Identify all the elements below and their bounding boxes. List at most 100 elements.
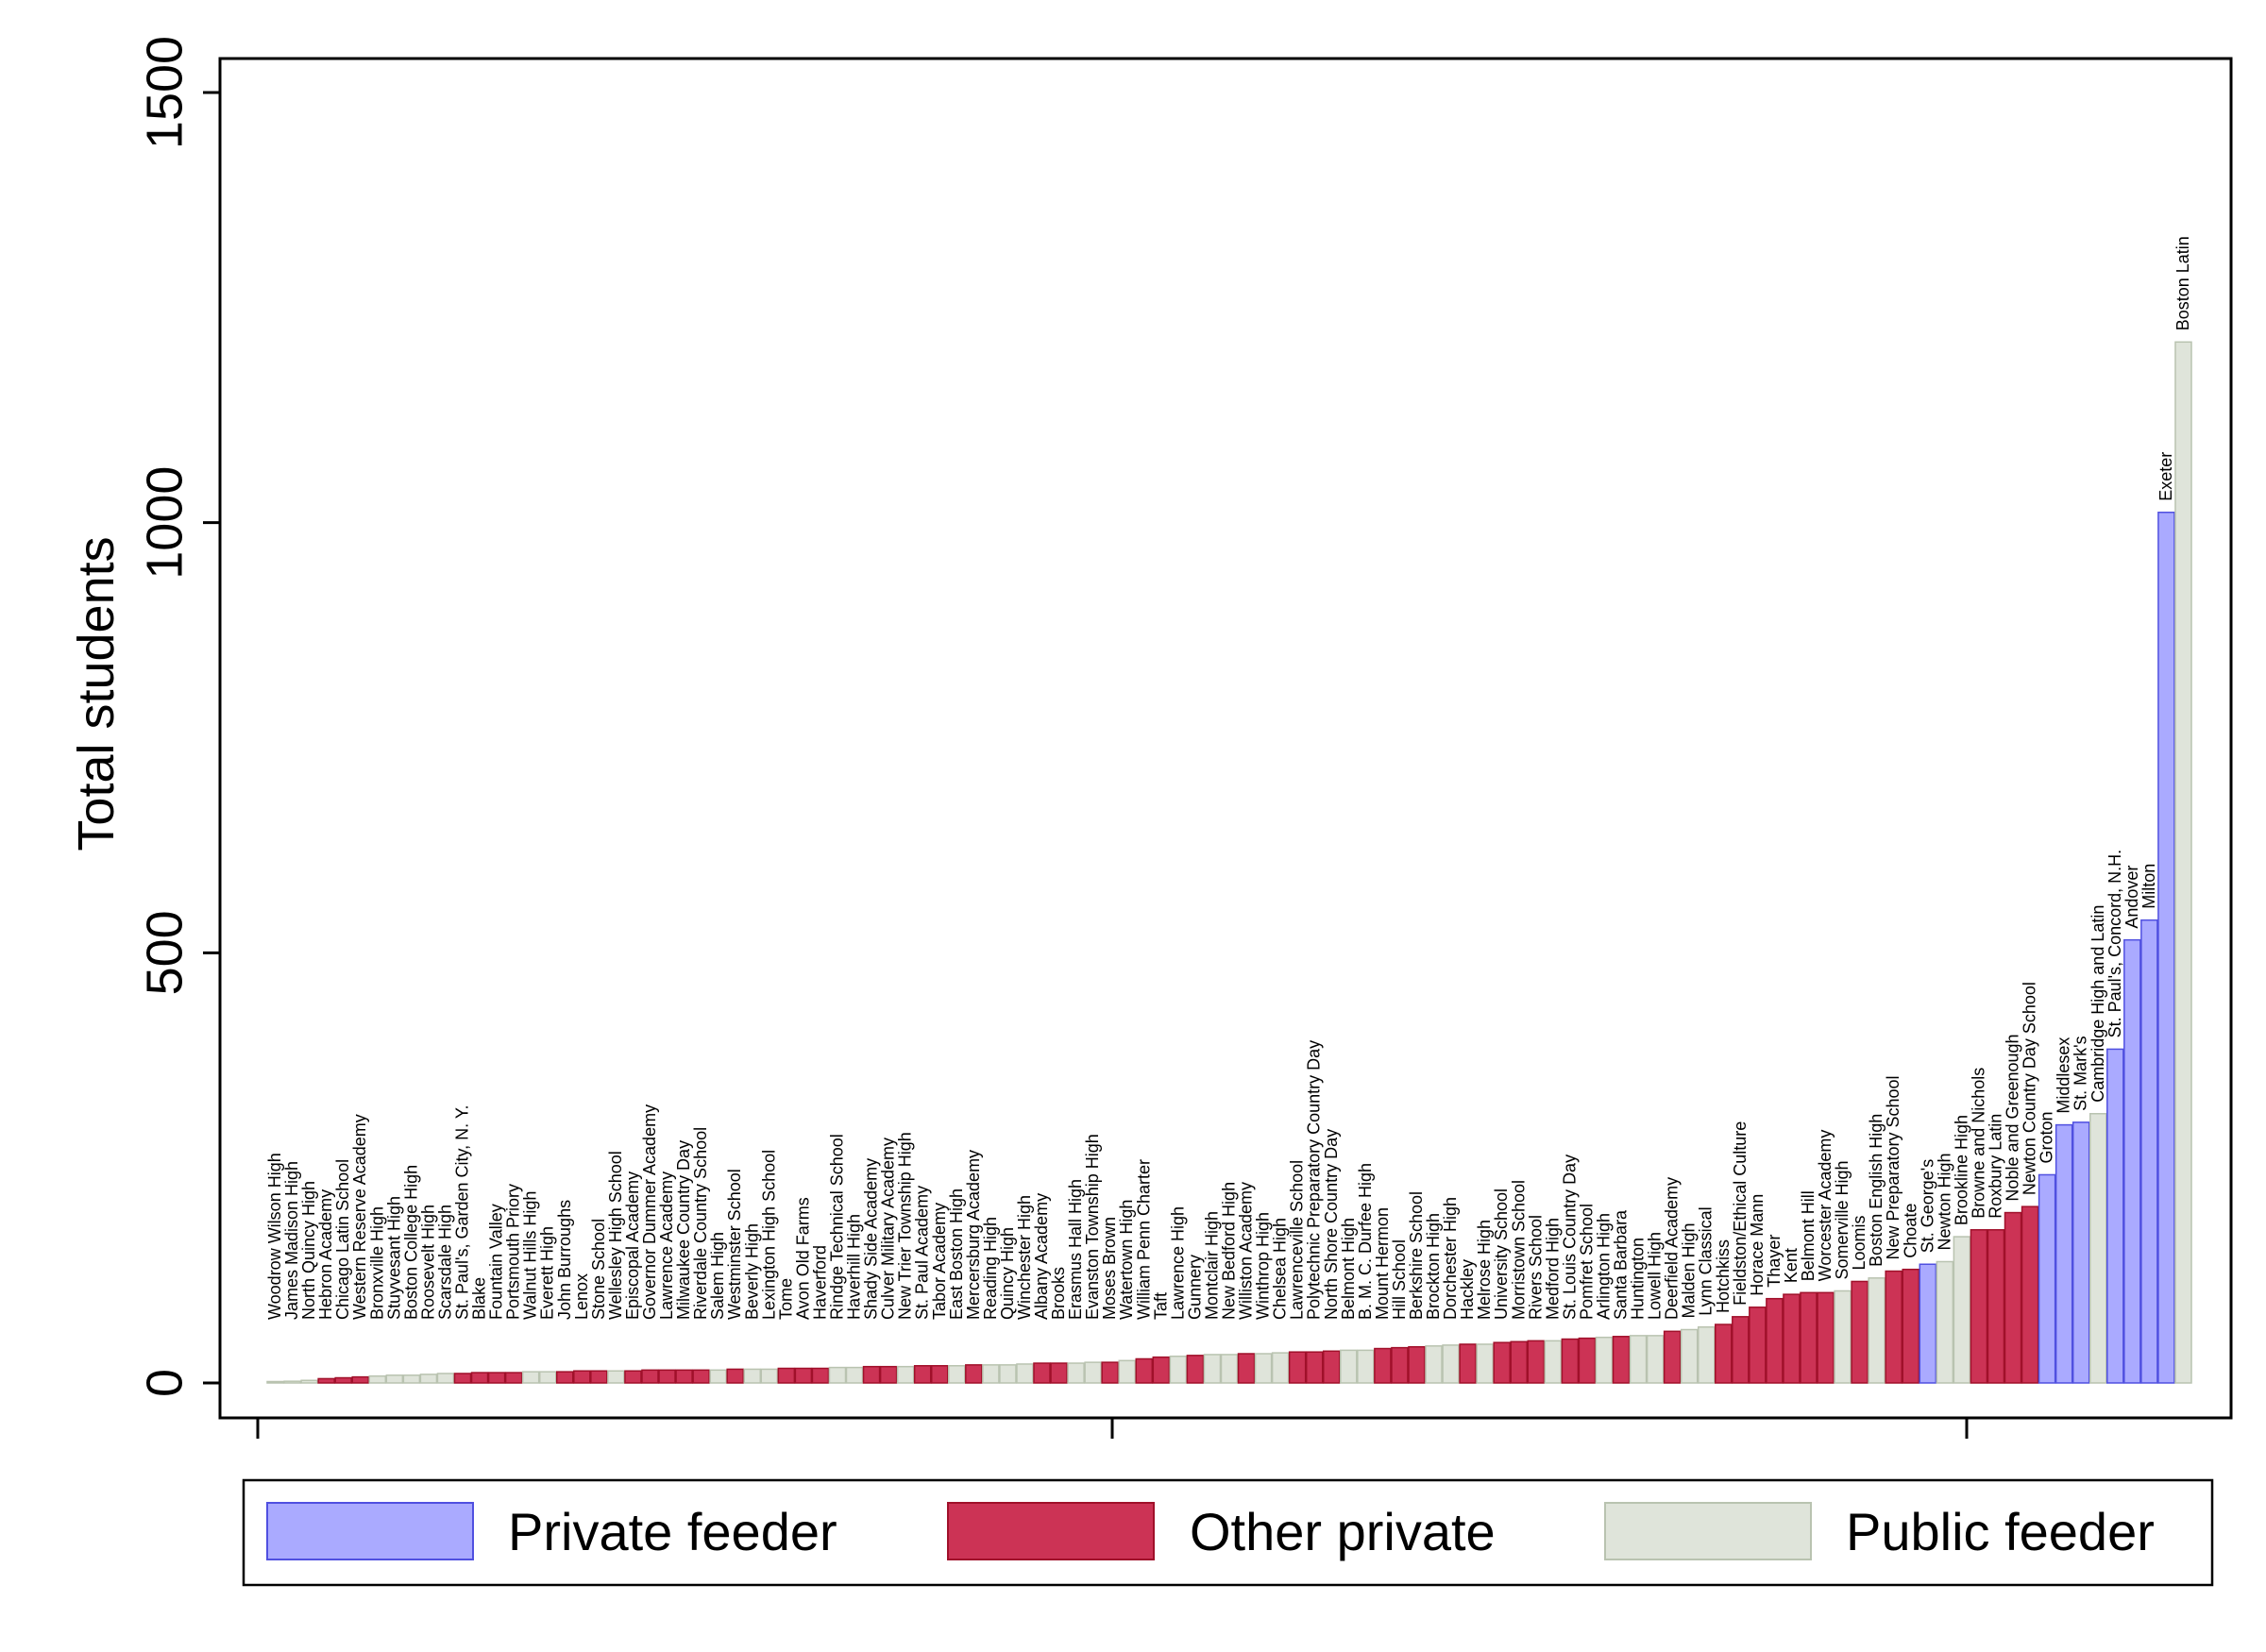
bar — [2004, 1211, 2022, 1384]
bar-label: New Trier Township High — [896, 1132, 915, 1320]
bar — [1391, 1346, 1409, 1384]
bar — [283, 1380, 301, 1384]
bar — [1646, 1335, 1665, 1384]
bar — [1476, 1343, 1494, 1384]
bar-label: University School — [1492, 1188, 1511, 1320]
y-tick-label: 1000 — [136, 466, 193, 580]
bar — [1067, 1362, 1085, 1384]
y-tick-label: 1500 — [136, 36, 193, 149]
legend-swatch — [947, 1502, 1155, 1560]
bar — [573, 1370, 591, 1384]
bar — [1152, 1356, 1171, 1384]
bar-label: Riverdale Country School — [691, 1127, 710, 1320]
bar — [1135, 1357, 1154, 1384]
bar-label: Culver Military Academy — [879, 1138, 898, 1320]
bar-label: Western Reserve Academy — [350, 1114, 369, 1320]
bar-label: Brookline High — [1952, 1115, 1970, 1225]
bar-label: Browne and Nichols — [1969, 1068, 1987, 1219]
bar-label: Lenox — [572, 1273, 591, 1320]
bar-label: Thayer — [1765, 1235, 1784, 1288]
bar — [1783, 1293, 1801, 1384]
bar-label: Somerville High — [1833, 1160, 1852, 1279]
bar — [402, 1374, 421, 1384]
bar — [1902, 1268, 1920, 1384]
bar-label: Shady Side Academy — [862, 1158, 881, 1320]
bar-label: St. George's — [1918, 1159, 1936, 1253]
bar-label: Bronxville High — [367, 1206, 386, 1320]
bar-label: Montclair High — [1202, 1211, 1221, 1320]
bar-label: St. Paul's, Garden City, N. Y. — [453, 1104, 472, 1320]
bar-label: Moses Brown — [1100, 1217, 1119, 1320]
bar-label: Avon Old Farms — [793, 1197, 812, 1320]
bar-label: Deerfield Academy — [1663, 1177, 1682, 1320]
bar — [487, 1372, 506, 1384]
bar — [948, 1365, 966, 1384]
bar — [1254, 1353, 1273, 1384]
bar — [521, 1371, 540, 1384]
bar — [1203, 1354, 1222, 1384]
bar-label: Watertown High — [1117, 1200, 1136, 1320]
bar — [607, 1370, 625, 1384]
bar — [385, 1374, 404, 1384]
bar — [999, 1364, 1017, 1384]
bar-label: Exeter — [2156, 452, 2175, 501]
bar-label: Scarsdale High — [435, 1205, 454, 1320]
bar-label: Boston College High — [401, 1165, 420, 1320]
x-axis — [256, 1418, 1969, 1439]
bar-label: Boston Latin — [2173, 236, 2192, 330]
bar-label: Evanston Township High — [1083, 1134, 1102, 1320]
bar — [828, 1366, 847, 1384]
bar — [1118, 1359, 1136, 1384]
bar-label: Fountain Valley — [487, 1204, 506, 1320]
bar — [2123, 938, 2141, 1384]
bar — [1408, 1345, 1426, 1384]
bar — [1544, 1340, 1563, 1384]
bar-label: James Madison High — [282, 1161, 301, 1320]
bar-label: Belmont Hill — [1799, 1190, 1818, 1281]
bar-label: Mercersburg Academy — [964, 1150, 983, 1320]
bar — [1305, 1351, 1324, 1384]
bar-label: Lawrence Academy — [657, 1172, 676, 1320]
bar — [1237, 1353, 1256, 1384]
bar — [1663, 1330, 1682, 1384]
bar-label: Roxbury Latin — [1986, 1114, 2004, 1219]
bar-label: John Burroughs — [555, 1200, 574, 1320]
bar — [368, 1374, 387, 1384]
bar — [1851, 1280, 1869, 1384]
bar-label: Medford High — [1543, 1218, 1562, 1320]
bar — [453, 1373, 472, 1384]
bar-label: Episcopal Academy — [623, 1172, 642, 1320]
legend-label: Public feeder — [1846, 1502, 2155, 1561]
bar — [743, 1368, 762, 1384]
bar — [1680, 1328, 1699, 1384]
bar-label: New Preparatory School — [1884, 1075, 1902, 1259]
bar-label: Winthrop High — [1254, 1212, 1273, 1320]
bar-label: Hill School — [1390, 1239, 1409, 1320]
bar — [692, 1369, 710, 1384]
legend-swatch — [1604, 1502, 1812, 1560]
legend-frame — [242, 1478, 2214, 1587]
bar — [794, 1367, 813, 1384]
bar-label: Hotchkiss — [1714, 1239, 1733, 1313]
bar — [504, 1372, 523, 1384]
bar — [1016, 1363, 1034, 1384]
bar-label: Tome — [776, 1278, 795, 1320]
bar-label: St. Mark's — [2072, 1036, 2090, 1110]
bar — [1766, 1297, 1784, 1384]
bar-label: Albany Academy — [1032, 1193, 1051, 1320]
bar — [675, 1369, 693, 1384]
bar-label: Melrose High — [1475, 1220, 1494, 1320]
bar — [845, 1366, 864, 1384]
bar — [1425, 1345, 1443, 1384]
bar-label: St. Louis Country Day — [1560, 1155, 1579, 1320]
bar-label: Noble and Greenough — [2004, 1034, 2022, 1201]
bar-label: Berkshire School — [1407, 1191, 1426, 1320]
bar-label: New Bedford High — [1220, 1182, 1239, 1320]
bar-label: Everett High — [538, 1226, 557, 1320]
bar-label: Salem High — [708, 1232, 727, 1320]
bar-label: Malden High — [1680, 1222, 1699, 1318]
bar — [1697, 1326, 1716, 1384]
legend: Private feeder Other private Public feeder — [242, 1478, 2214, 1587]
